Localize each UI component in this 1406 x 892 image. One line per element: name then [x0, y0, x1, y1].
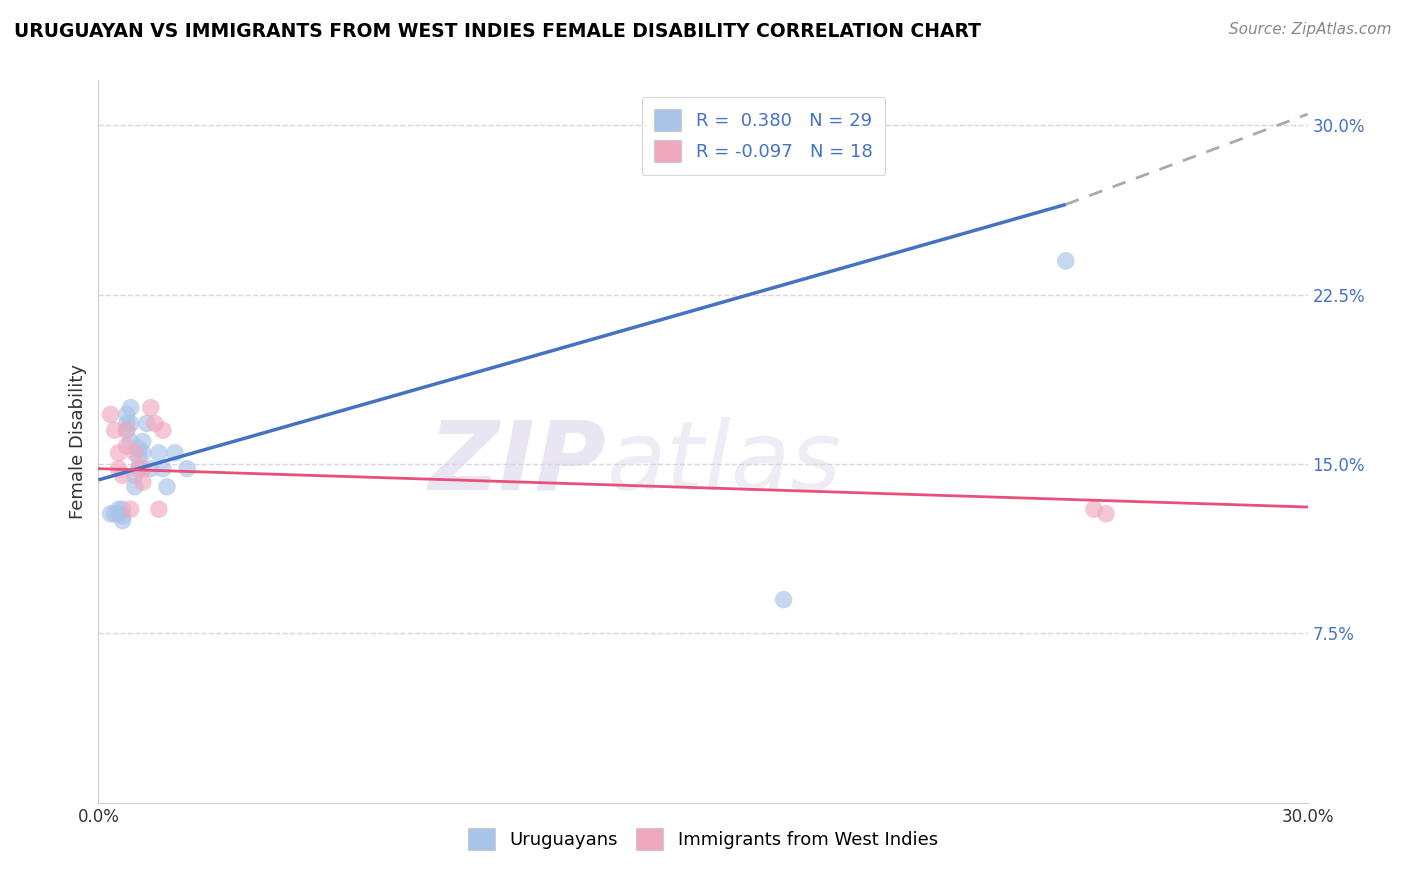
Legend: Uruguayans, Immigrants from West Indies: Uruguayans, Immigrants from West Indies — [460, 819, 946, 859]
Point — [120, 401, 142, 415]
Point — [135, 417, 157, 431]
Point — [128, 461, 150, 475]
Y-axis label: Female Disability: Female Disability — [69, 364, 87, 519]
Point — [124, 480, 146, 494]
Text: atlas: atlas — [606, 417, 841, 509]
Point — [132, 461, 155, 475]
Point — [152, 461, 174, 475]
Point — [148, 502, 170, 516]
Point — [111, 509, 134, 524]
Point — [107, 507, 129, 521]
Point — [128, 450, 150, 465]
Point — [120, 417, 142, 431]
Point — [139, 461, 162, 475]
Point — [1054, 253, 1077, 268]
Point — [163, 446, 186, 460]
Point — [124, 446, 146, 460]
Text: URUGUAYAN VS IMMIGRANTS FROM WEST INDIES FEMALE DISABILITY CORRELATION CHART: URUGUAYAN VS IMMIGRANTS FROM WEST INDIES… — [14, 22, 981, 41]
Point — [148, 446, 170, 460]
Point — [100, 408, 122, 422]
Point — [132, 434, 155, 449]
Point — [111, 514, 134, 528]
Point — [115, 417, 138, 431]
Point — [176, 461, 198, 475]
Point — [115, 423, 138, 437]
Point — [120, 434, 142, 449]
Point — [115, 439, 138, 453]
Point — [128, 442, 150, 456]
Point — [124, 468, 146, 483]
Point — [115, 408, 138, 422]
Text: ZIP: ZIP — [429, 417, 606, 509]
Point — [1095, 507, 1118, 521]
Point — [128, 461, 150, 475]
Point — [139, 401, 162, 415]
Point — [1083, 502, 1105, 516]
Point — [143, 417, 166, 431]
Point — [107, 502, 129, 516]
Point — [156, 480, 179, 494]
Point — [100, 507, 122, 521]
Point — [107, 461, 129, 475]
Point — [120, 502, 142, 516]
Point — [107, 446, 129, 460]
Text: Source: ZipAtlas.com: Source: ZipAtlas.com — [1229, 22, 1392, 37]
Point — [111, 468, 134, 483]
Point — [132, 446, 155, 460]
Point — [103, 423, 125, 437]
Point — [772, 592, 794, 607]
Point — [152, 423, 174, 437]
Point — [103, 507, 125, 521]
Point — [111, 502, 134, 516]
Point — [132, 475, 155, 490]
Point — [115, 423, 138, 437]
